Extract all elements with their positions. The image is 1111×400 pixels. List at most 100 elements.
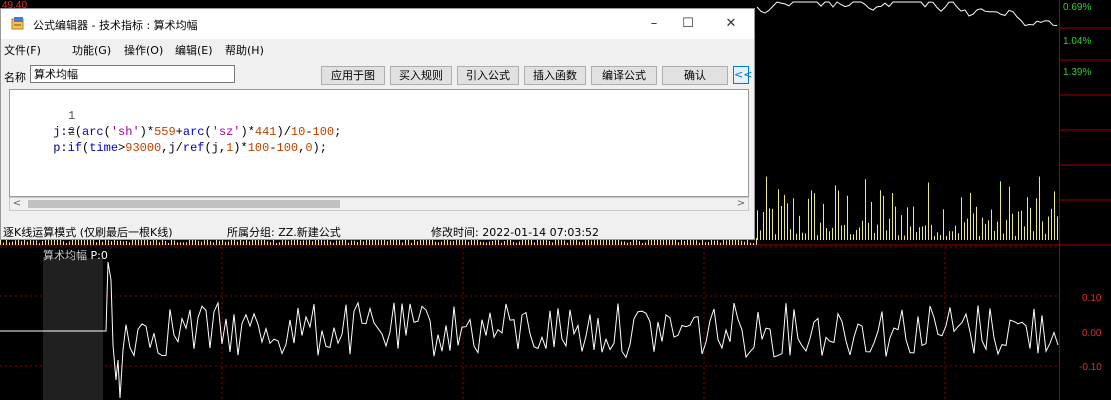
volume-bar [865, 179, 866, 240]
volume-bar [540, 240, 541, 245]
volume-bar [450, 241, 451, 245]
volume-bar [42, 241, 43, 245]
volume-bar [87, 239, 88, 245]
volume-bar [949, 231, 950, 240]
volume-bar [27, 241, 28, 245]
volume-bar [681, 238, 682, 245]
volume-bar [96, 242, 97, 245]
volume-bar [594, 240, 595, 245]
menu-function[interactable]: 功能(G) [72, 44, 112, 57]
volume-bar [645, 242, 646, 245]
volume-bar [351, 240, 352, 245]
confirm-button[interactable]: 确认 [662, 66, 728, 85]
volume-bar [144, 238, 145, 245]
volume-bar [672, 239, 673, 245]
volume-bar [877, 224, 878, 240]
scroll-left-icon[interactable]: < [12, 198, 22, 209]
line-number: 1 [68, 109, 76, 123]
volume-bar [387, 241, 388, 245]
volume-bar [195, 238, 196, 245]
volume-bar [240, 238, 241, 245]
apply-to-chart-button[interactable]: 应用于图 [321, 66, 385, 85]
maximize-button[interactable]: ☐ [682, 16, 694, 31]
volume-bar [636, 240, 637, 245]
volume-bar [441, 241, 442, 245]
volume-bar [48, 238, 49, 245]
volume-bar [237, 241, 238, 245]
volume-bar [21, 241, 22, 245]
volume-bar [690, 240, 691, 245]
volume-bar [814, 193, 815, 240]
volume-bar [168, 242, 169, 245]
volume-bar [255, 238, 256, 245]
window-titlebar[interactable]: 公式编辑器 - 技术指标 : 算术均幅 – ☐ ✕ [1, 9, 754, 39]
buy-rule-button[interactable]: 买入规则 [390, 66, 452, 85]
volume-bar [507, 239, 508, 245]
volume-bar [871, 201, 872, 240]
volume-bar [99, 239, 100, 245]
volume-bar [114, 238, 115, 245]
volume-bar [444, 237, 445, 245]
volume-bar [147, 238, 148, 245]
scroll-right-icon[interactable]: > [736, 198, 746, 209]
volume-bar [991, 209, 992, 240]
volume-bar [979, 235, 980, 240]
volume-bar [732, 237, 733, 245]
insert-function-button[interactable]: 插入函数 [524, 66, 586, 85]
menu-help[interactable]: 帮助(H) [225, 44, 264, 57]
volume-bar [1048, 216, 1049, 240]
collapse-button[interactable]: << [733, 66, 752, 84]
volume-bar [432, 237, 433, 245]
indicator-label-top: 0.10 [1082, 293, 1102, 304]
volume-bar [820, 222, 821, 240]
scroll-thumb[interactable] [28, 200, 340, 208]
horizontal-scrollbar[interactable]: < > [9, 197, 749, 211]
volume-bar [531, 239, 532, 245]
pct-label-2: 1.04% [1063, 36, 1092, 47]
name-input[interactable]: 算术均幅 [30, 65, 235, 83]
volume-bar [841, 225, 842, 240]
close-button[interactable]: ✕ [725, 16, 737, 31]
volume-bar [895, 206, 896, 240]
volume-bar [438, 242, 439, 245]
volume-bar [36, 240, 37, 245]
volume-bar [69, 241, 70, 245]
code-editor[interactable]: 1 j:=(arc('sh')*559+arc('sz')*441)/10-10… [9, 89, 749, 197]
volume-bar [1045, 233, 1046, 240]
volume-bar [702, 238, 703, 245]
volume-bar [519, 241, 520, 245]
menu-operation[interactable]: 操作(O) [124, 44, 164, 57]
volume-bar [976, 206, 977, 240]
volume-bar [570, 237, 571, 245]
volume-bar [369, 238, 370, 245]
volume-bar [600, 238, 601, 245]
volume-bar [606, 238, 607, 245]
volume-bar [723, 237, 724, 245]
indicator-panel-title: 算术均幅 P:0 [43, 247, 108, 263]
import-formula-button[interactable]: 引入公式 [457, 66, 519, 85]
volume-bar [465, 238, 466, 245]
volume-bar [321, 239, 322, 245]
menu-edit[interactable]: 编辑(E) [175, 44, 213, 57]
minimize-button[interactable]: – [650, 16, 658, 31]
volume-bar [892, 192, 893, 240]
volume-bar [952, 231, 953, 240]
menu-file[interactable]: 文件(F) [4, 44, 41, 57]
compile-formula-button[interactable]: 编译公式 [591, 66, 657, 85]
volume-bar [928, 182, 929, 240]
volume-bar [555, 239, 556, 245]
volume-bar [456, 237, 457, 245]
volume-bar [585, 238, 586, 245]
volume-bar [705, 242, 706, 245]
volume-bar [769, 208, 770, 240]
volume-bar [513, 241, 514, 245]
volume-bar [150, 241, 151, 245]
volume-bar [955, 225, 956, 240]
left-top-value: 49.40 [2, 0, 28, 11]
volume-bar [922, 226, 923, 240]
volume-bar [1021, 210, 1022, 240]
volume-bar [120, 240, 121, 245]
volume-bar [303, 240, 304, 245]
volume-bar [183, 242, 184, 245]
volume-bar [177, 242, 178, 245]
